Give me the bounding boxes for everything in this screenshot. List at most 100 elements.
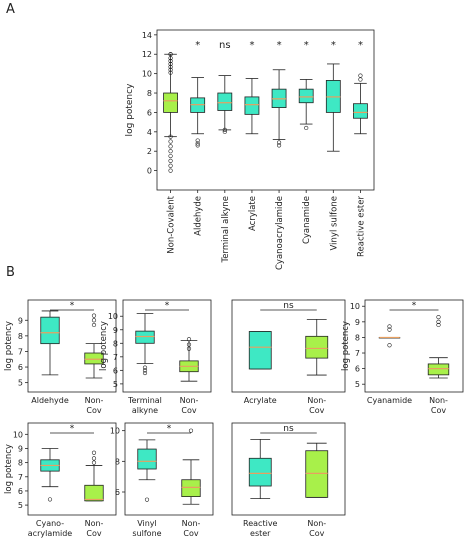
b2-ytick-label: 5 xyxy=(113,380,118,389)
b1-outlier-point xyxy=(91,313,97,318)
main-xtick-label: Cyanoacrylamide xyxy=(275,196,285,270)
main-xtick-label: Reactive ester xyxy=(356,196,366,258)
main-significance-marker: ns xyxy=(219,40,231,51)
main-ytick-label: 2 xyxy=(147,147,152,156)
b4-ylabel: log potency xyxy=(341,321,351,371)
b3-significance-marker: ns xyxy=(283,301,294,311)
b6-plot-frame xyxy=(124,422,214,516)
b4-ytick-label: 9 xyxy=(355,318,360,327)
b1-box xyxy=(84,352,104,365)
b2-box xyxy=(135,330,155,344)
b7-box xyxy=(248,457,272,487)
main-box xyxy=(244,96,260,115)
b4-category-label: Non- xyxy=(429,396,448,405)
main-outlier-point xyxy=(168,134,173,139)
main-significance-marker: * xyxy=(277,40,282,51)
b7-category-label: Non- xyxy=(307,519,326,528)
b4-significance-marker: * xyxy=(412,301,417,311)
b2-category-label: Non- xyxy=(180,396,199,405)
b7-significance-marker: ns xyxy=(283,424,294,434)
b4-outlier-point xyxy=(436,319,441,324)
main-outlier-point xyxy=(168,163,173,168)
b6-ytick-label: 10 xyxy=(110,427,120,436)
b6-category-label: Cov xyxy=(183,529,198,538)
panel-label-a: A xyxy=(6,2,15,17)
main-plot-frame xyxy=(156,29,375,191)
main-outlier-point xyxy=(358,73,363,78)
b6-category-label: Non- xyxy=(182,519,201,528)
b5-category-label: Non- xyxy=(85,519,104,528)
main-ylabel: log potency xyxy=(125,83,135,137)
b4-ytick-label: 5 xyxy=(355,380,360,389)
b5-significance-marker: * xyxy=(70,424,75,434)
b4-category-label: Cov xyxy=(431,406,446,415)
main-ytick-label: 6 xyxy=(147,108,152,117)
b7-box xyxy=(305,450,329,498)
main-outlier-point xyxy=(168,158,173,164)
main-xtick-label: Vinyl sulfone xyxy=(329,196,339,250)
b1-significance-marker: * xyxy=(70,301,75,311)
b4-ytick-label: 7 xyxy=(355,349,360,358)
b2-ytick-label: 10 xyxy=(108,312,118,321)
main-outlier-point xyxy=(168,70,173,75)
b6-category-label: sulfone xyxy=(132,529,161,538)
b2-plot-frame xyxy=(122,299,212,393)
b6-significance-marker: * xyxy=(167,424,172,434)
b6-outlier-point xyxy=(188,428,194,433)
b5-category-label: Cyano- xyxy=(36,519,64,528)
panel-label-b: B xyxy=(6,265,15,280)
b2-ytick-label: 6 xyxy=(113,366,118,375)
b5-ylabel: log potency xyxy=(4,444,14,494)
b5-box xyxy=(84,484,104,502)
main-outlier-point xyxy=(195,141,200,146)
b3-category-label: Acrylate xyxy=(244,396,277,405)
b4-category-label: Cyanamide xyxy=(367,396,412,405)
main-xtick-label: Cyanamide xyxy=(302,196,312,244)
b5-outlier-point xyxy=(91,460,97,465)
b1-category-label: Non- xyxy=(85,396,104,405)
b2-outlier-point xyxy=(142,370,148,376)
b4-box xyxy=(427,363,450,376)
main-outlier-point xyxy=(168,56,173,61)
b6-box xyxy=(137,448,157,470)
main-outlier-point xyxy=(358,77,363,82)
main-ytick-label: 10 xyxy=(142,70,152,79)
b6-category-label: Vinyl xyxy=(137,519,157,528)
main-outlier-point xyxy=(304,125,309,131)
b4-outlier-point xyxy=(436,322,441,328)
main-outlier-point xyxy=(195,143,200,148)
main-significance-marker: * xyxy=(249,40,254,51)
main-box xyxy=(163,92,178,113)
b6-ytick-label: 6 xyxy=(115,488,120,497)
main-box xyxy=(353,103,368,119)
main-xtick-label: Acrylate xyxy=(248,196,258,231)
b7-category-label: Cov xyxy=(309,529,324,538)
b5-outlier-point xyxy=(91,450,97,455)
b2-outlier-point xyxy=(186,346,192,351)
main-box xyxy=(217,92,233,111)
b1-box xyxy=(40,316,60,345)
main-outlier-point xyxy=(168,149,173,154)
main-outlier-point xyxy=(168,64,173,69)
b1-ytick-label: 7 xyxy=(18,347,23,356)
main-outlier-point xyxy=(168,144,173,149)
b1-ytick-label: 9 xyxy=(18,316,23,325)
b2-ytick-label: 8 xyxy=(113,339,118,348)
main-xtick-label: Non-Covalent xyxy=(167,195,177,253)
main-significance-marker: * xyxy=(304,40,309,51)
b2-category-label: alkyne xyxy=(132,406,158,415)
b5-category-label: Cov xyxy=(86,529,101,538)
b1-ytick-label: 6 xyxy=(18,363,23,372)
b4-outlier-point xyxy=(387,324,392,329)
main-significance-marker: * xyxy=(195,40,200,51)
b6-outlier-point xyxy=(144,497,150,502)
b2-outlier-point xyxy=(142,365,148,370)
main-outlier-point xyxy=(168,58,173,64)
b3-plot-frame xyxy=(231,299,346,393)
b4-plot-frame xyxy=(364,299,464,393)
b2-significance-marker: * xyxy=(165,301,170,311)
main-significance-marker: * xyxy=(358,40,363,51)
b1-outlier-point xyxy=(91,318,97,323)
b1-plot-frame xyxy=(27,299,117,393)
b5-ytick-label: 9 xyxy=(18,444,23,453)
